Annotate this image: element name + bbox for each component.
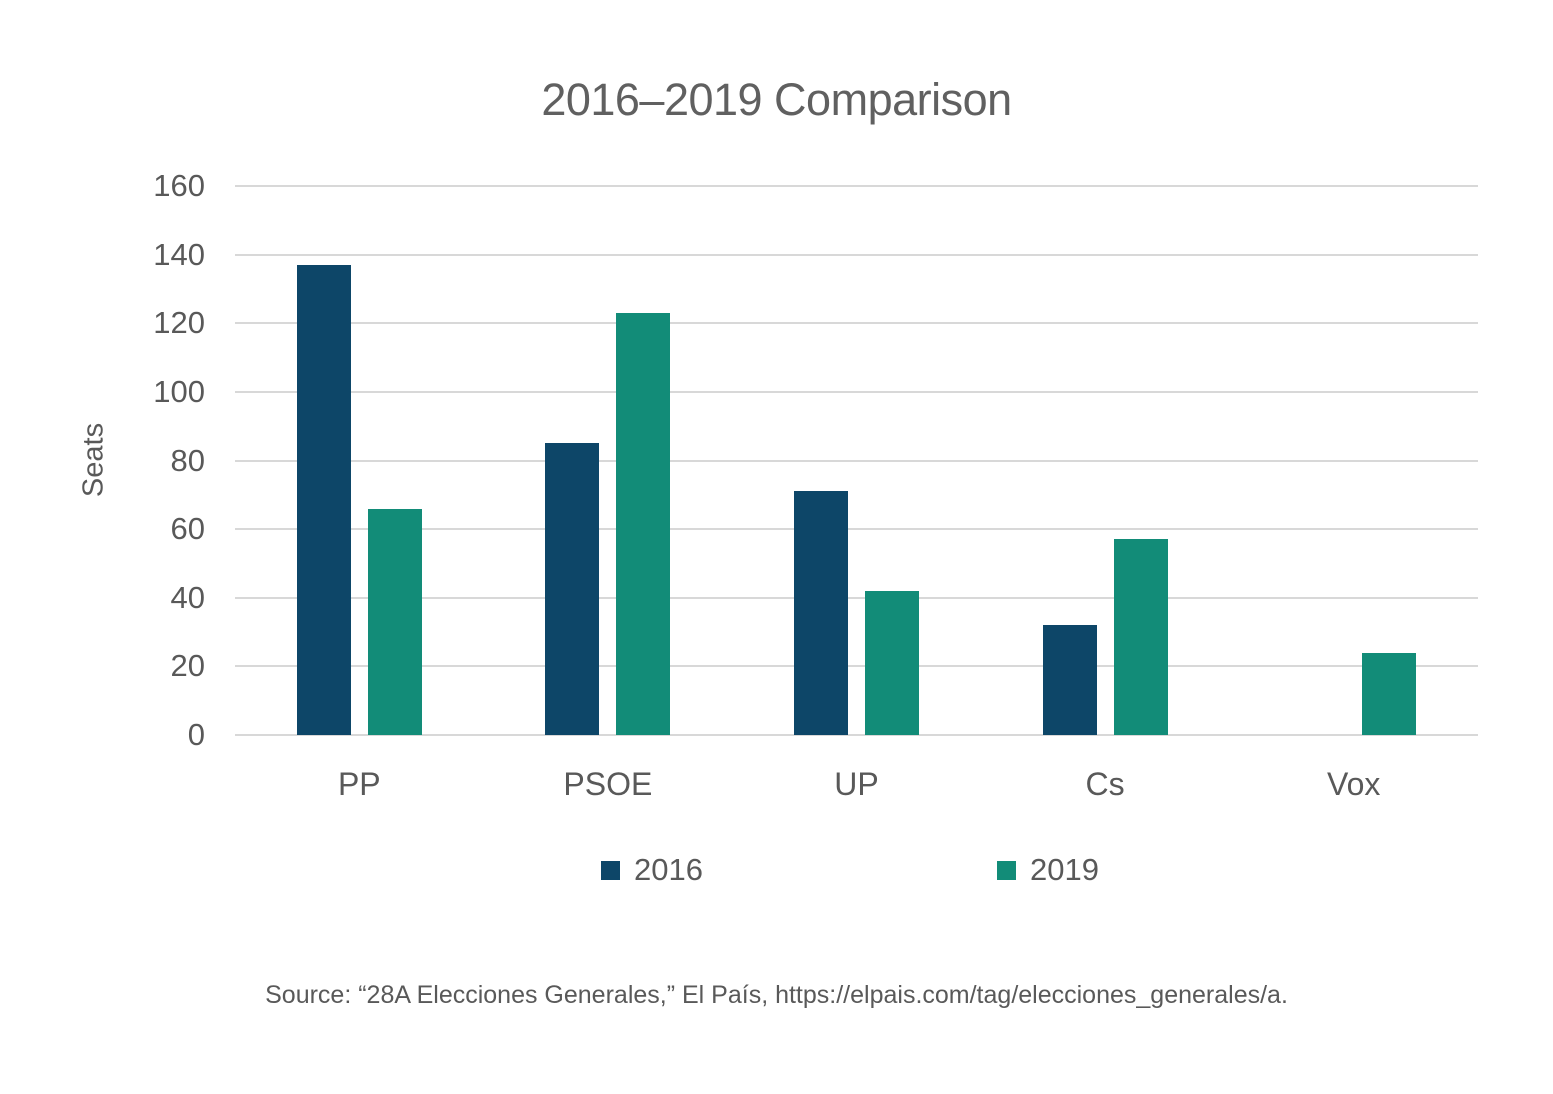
y-tick-label: 80 — [170, 442, 205, 478]
gridline — [235, 665, 1478, 668]
gridline — [235, 596, 1478, 599]
y-tick-label: 120 — [153, 305, 205, 341]
y-tick-label: 160 — [153, 168, 205, 203]
y-axis-ticks: 0 20 40 60 80 100 120 140 160 — [0, 0, 205, 1094]
x-axis-label-Vox: Vox — [1327, 766, 1381, 802]
plot-area — [235, 185, 1478, 736]
gridline — [235, 185, 1478, 187]
gridline — [235, 390, 1478, 393]
bar-2016-PP — [296, 264, 351, 735]
legend-label-2019: 2019 — [1030, 852, 1099, 887]
bar-2019-PSOE — [616, 312, 671, 735]
y-tick-label: 20 — [170, 648, 205, 684]
y-tick-label: 0 — [187, 717, 205, 752]
source-note: Source: “28A Elecciones Generales,” El P… — [265, 981, 1288, 1009]
bar-2019-Vox — [1362, 652, 1417, 735]
legend-item-2019: 2019 — [997, 852, 1099, 888]
legend-swatch-2016 — [601, 860, 620, 880]
bar-2019-PP — [367, 508, 422, 735]
gridline — [235, 528, 1478, 531]
bar-2019-UP — [865, 590, 919, 735]
bar-2016-Cs — [1042, 625, 1097, 735]
y-tick-label: 100 — [153, 373, 205, 409]
x-axis-label-PSOE: PSOE — [563, 766, 653, 802]
gridline — [235, 253, 1478, 256]
chart-title: 2016–2019 Comparison — [541, 74, 1012, 125]
legend-label-2016: 2016 — [634, 852, 703, 887]
y-tick-label: 140 — [153, 236, 205, 272]
gridline — [235, 459, 1478, 462]
gridline — [235, 734, 1478, 736]
bar-2016-UP — [794, 491, 848, 735]
gridline — [235, 322, 1478, 325]
x-axis-label-Cs: Cs — [1085, 766, 1125, 802]
x-axis-label-PP: PP — [337, 766, 381, 802]
x-axis-label-UP: UP — [834, 766, 879, 802]
bar-2016-PSOE — [545, 443, 600, 735]
y-tick-label: 60 — [170, 511, 205, 547]
legend-swatch-2019 — [997, 860, 1016, 880]
legend-item-2016: 2016 — [601, 852, 703, 888]
y-tick-label: 40 — [170, 579, 205, 615]
bar-2019-Cs — [1113, 539, 1168, 735]
